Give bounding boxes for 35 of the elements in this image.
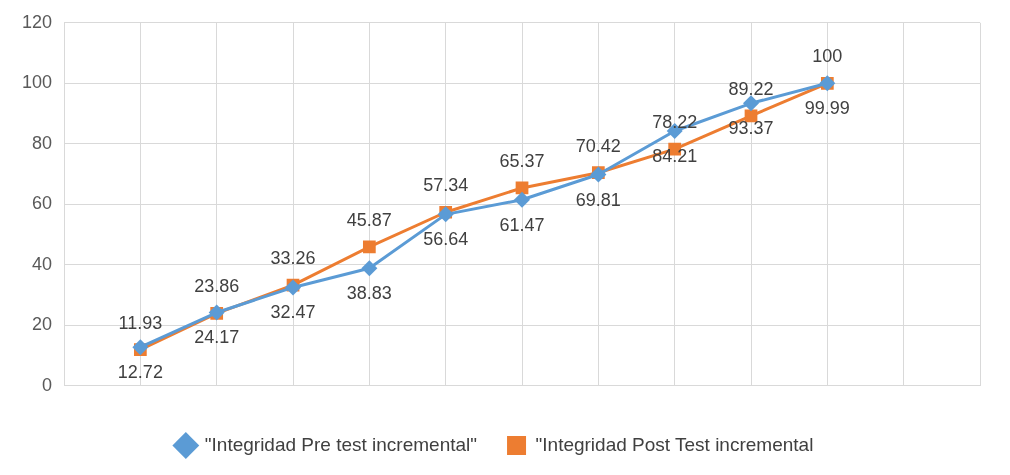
point	[362, 240, 376, 254]
data-label: 38.83	[346, 283, 392, 304]
point	[437, 206, 454, 223]
data-label: 100	[812, 46, 843, 67]
data-label: 32.47	[270, 302, 316, 323]
data-label: 93.37	[728, 118, 774, 139]
data-label: 56.64	[423, 229, 469, 250]
data-label: 78.22	[652, 112, 698, 133]
data-label: 61.47	[499, 214, 545, 235]
data-label: 70.42	[575, 135, 621, 156]
data-label: 99.99	[804, 98, 850, 119]
y-tick-label: 0	[42, 374, 53, 395]
data-label: 69.81	[575, 189, 621, 210]
data-label: 45.87	[346, 209, 392, 230]
data-label: 23.86	[194, 276, 240, 297]
y-tick-label: 100	[21, 72, 53, 93]
data-label: 11.93	[118, 312, 163, 333]
legend-label: "Integridad Post Test incremental	[535, 433, 814, 455]
point	[514, 191, 531, 208]
data-label: 65.37	[499, 150, 545, 171]
y-tick-label: 120	[21, 11, 53, 32]
data-label: 33.26	[270, 248, 316, 269]
y-tick-label: 60	[32, 193, 53, 214]
data-label: 57.34	[423, 175, 469, 196]
y-tick-label: 80	[32, 132, 53, 153]
legend-label: "Integridad Pre test incremental"	[204, 433, 478, 455]
point	[743, 95, 760, 112]
y-tick-label: 40	[32, 253, 53, 274]
point	[285, 279, 302, 296]
y-tick-label: 20	[32, 314, 53, 335]
point	[361, 260, 378, 277]
point	[132, 339, 149, 356]
data-label: 12.72	[117, 362, 163, 383]
data-label: 89.22	[728, 78, 774, 99]
data-label: 24.17	[194, 327, 240, 348]
